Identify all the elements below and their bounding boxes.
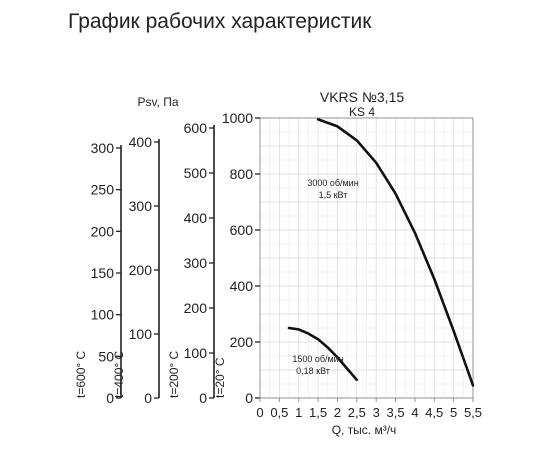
y-tick-label: 200 xyxy=(230,334,254,350)
y-tick-label: 400 xyxy=(184,210,208,226)
y-tick-label: 300 xyxy=(91,140,115,156)
y-tick-label: 1000 xyxy=(222,110,253,126)
y-tick-label: 800 xyxy=(230,166,254,182)
chart-title: График рабочих характеристик xyxy=(68,10,372,33)
y-tick-label: 0 xyxy=(245,390,253,406)
y-tick-label: 0 xyxy=(106,390,114,406)
temperature-label-2: t=400° C xyxy=(112,351,126,398)
series-1-label-line1: 3000 об/мин xyxy=(307,178,358,188)
x-axis: 0 0,5 1 1,5 2 2,5 3 3,5 4 4,5 5 5,5 xyxy=(256,398,482,420)
x-tick-label: 2,5 xyxy=(348,405,366,420)
x-axis-title: Q, тыс. м³/ч xyxy=(332,423,397,437)
x-tick-label: 5,5 xyxy=(464,405,482,420)
x-tick-label: 5 xyxy=(450,405,457,420)
series-2-label-line1: 1500 об/мин xyxy=(292,354,343,364)
model-label: VKRS №3,15 xyxy=(320,89,404,105)
x-tick-label: 1,5 xyxy=(309,405,327,420)
y-axes: 0 50 100 150 200 250 300 t=600° C 0 100 200 300 400 t… xyxy=(74,110,260,406)
temperature-label-4: t=20° C xyxy=(213,357,227,398)
x-tick-label: 4,5 xyxy=(425,405,443,420)
y-tick-label: 150 xyxy=(91,265,115,281)
y-tick-label: 300 xyxy=(184,255,208,271)
x-tick-label: 0 xyxy=(256,405,263,420)
series-1-label-line2: 1,5 кВт xyxy=(319,190,348,200)
temperature-label-1: t=600° C xyxy=(74,351,88,398)
y-tick-label: 0 xyxy=(199,390,207,406)
y-tick-label: 100 xyxy=(91,307,115,323)
temperature-label-3: t=200° C xyxy=(167,351,181,398)
x-tick-label: 4 xyxy=(411,405,418,420)
x-tick-label: 0,5 xyxy=(270,405,288,420)
submodel-label: KS 4 xyxy=(349,105,375,119)
plot-frame xyxy=(259,117,474,399)
y-axis-title: Psv, Па xyxy=(137,95,178,109)
x-tick-label: 2 xyxy=(334,405,341,420)
y-tick-label: 600 xyxy=(184,120,208,136)
y-tick-label: 600 xyxy=(230,222,254,238)
curves xyxy=(287,118,475,387)
y-tick-label: 400 xyxy=(129,134,153,150)
curve-series-2 xyxy=(287,326,359,382)
y-tick-label: 50 xyxy=(98,348,114,364)
y-tick-label: 200 xyxy=(184,300,208,316)
curve-series-1 xyxy=(316,118,475,387)
x-tick-label: 3,5 xyxy=(387,405,405,420)
y-tick-label: 200 xyxy=(129,262,153,278)
y-tick-label: 300 xyxy=(129,198,153,214)
y-tick-label: 100 xyxy=(129,326,153,342)
y-tick-label: 200 xyxy=(91,223,115,239)
y-tick-label: 500 xyxy=(184,165,208,181)
x-tick-label: 3 xyxy=(373,405,380,420)
series-2-label-line2: 0,18 кВт xyxy=(296,366,330,376)
y-tick-label: 0 xyxy=(144,390,152,406)
y-tick-label: 400 xyxy=(230,278,254,294)
y-tick-label: 100 xyxy=(184,345,208,361)
y-tick-label: 250 xyxy=(91,182,115,198)
x-tick-label: 1 xyxy=(295,405,302,420)
